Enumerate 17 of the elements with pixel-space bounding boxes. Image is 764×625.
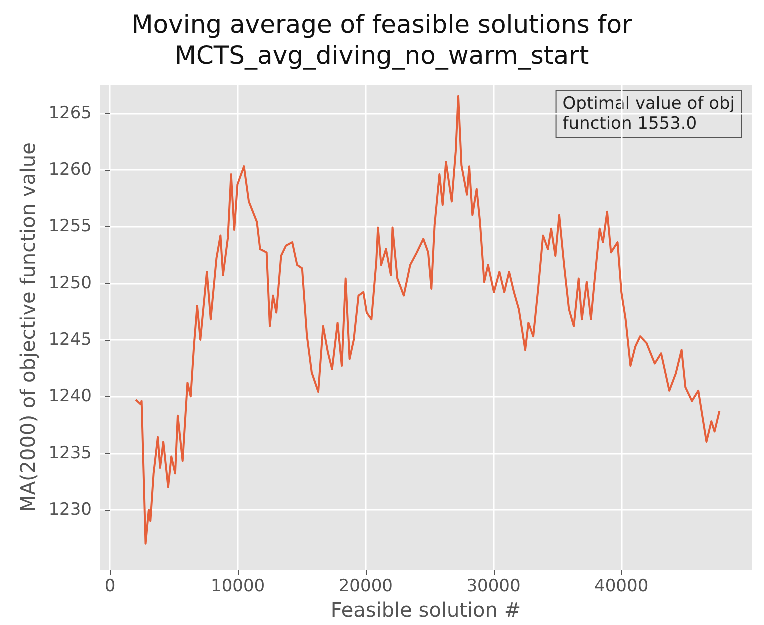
- x-tick-label: 40000: [594, 576, 649, 596]
- x-axis-title: Feasible solution #: [330, 598, 522, 622]
- y-tick-label: 1260: [48, 160, 92, 180]
- y-tick-label: 1235: [48, 443, 92, 464]
- y-tick-label: 1255: [48, 216, 92, 237]
- x-tick-label: 30000: [466, 576, 521, 596]
- x-tick-label: 10000: [211, 576, 266, 596]
- x-tick-label: 0: [104, 576, 116, 596]
- y-tick-label: 1250: [48, 273, 92, 294]
- chart-title: Moving average of feasible solutions for MCTS_avg_diving_no_warm_start: [132, 10, 633, 70]
- y-tick-label: 1265: [48, 103, 92, 124]
- x-tick-label: 20000: [338, 576, 393, 596]
- y-tick-label: 1240: [48, 386, 92, 407]
- annotation: Optimal value of obj function 1553.0: [562, 94, 736, 134]
- y-tick-label: 1230: [48, 500, 92, 520]
- y-tick-label: 1245: [48, 330, 92, 350]
- y-axis-title: MA(2000) of objective function value: [16, 142, 40, 512]
